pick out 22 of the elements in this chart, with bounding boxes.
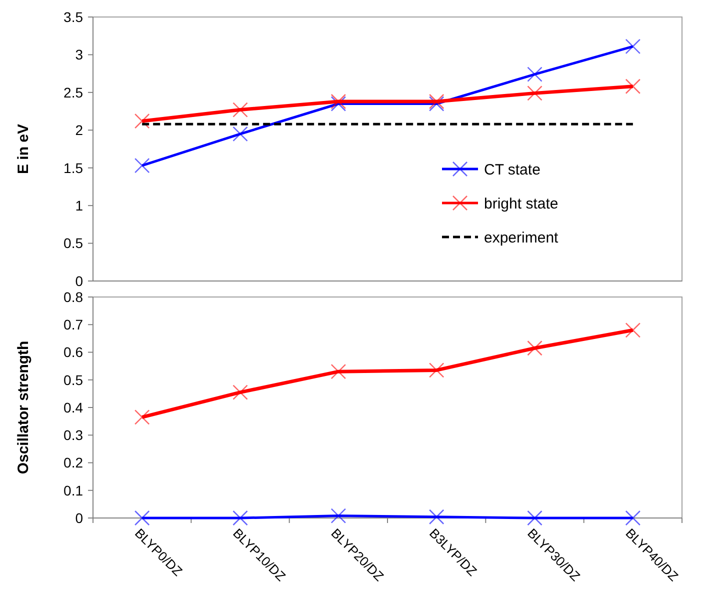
y-tick-label: 0 bbox=[75, 272, 84, 289]
y-axis-title: E in eV bbox=[15, 124, 32, 174]
y-tick-label: 0.5 bbox=[64, 372, 84, 388]
y-tick-label: 0.1 bbox=[64, 482, 84, 498]
legend-label: experiment bbox=[484, 229, 560, 246]
y-tick-label: 1 bbox=[75, 197, 84, 214]
legend-label: CT state bbox=[484, 161, 540, 178]
y-tick-label: 3 bbox=[75, 46, 84, 63]
y-tick-label: 2 bbox=[75, 122, 84, 138]
y-tick-label: 0.8 bbox=[64, 288, 84, 305]
y-tick-label: 0.2 bbox=[64, 454, 84, 471]
y-tick-label: 0.7 bbox=[64, 316, 84, 333]
legend-label: bright state bbox=[484, 195, 558, 212]
y-tick-label: 0.6 bbox=[64, 344, 84, 360]
y-tick-label: 0.3 bbox=[64, 427, 84, 444]
y-tick-label: 1.5 bbox=[64, 160, 84, 176]
y-tick-label: 0 bbox=[75, 510, 84, 526]
y-tick-label: 0.5 bbox=[64, 235, 84, 252]
y-tick-label: 3.5 bbox=[64, 8, 84, 25]
y-tick-label: 2.5 bbox=[64, 84, 84, 100]
y-tick-label: 0.4 bbox=[64, 399, 84, 416]
y-axis-title: Oscillator strength bbox=[15, 340, 32, 474]
